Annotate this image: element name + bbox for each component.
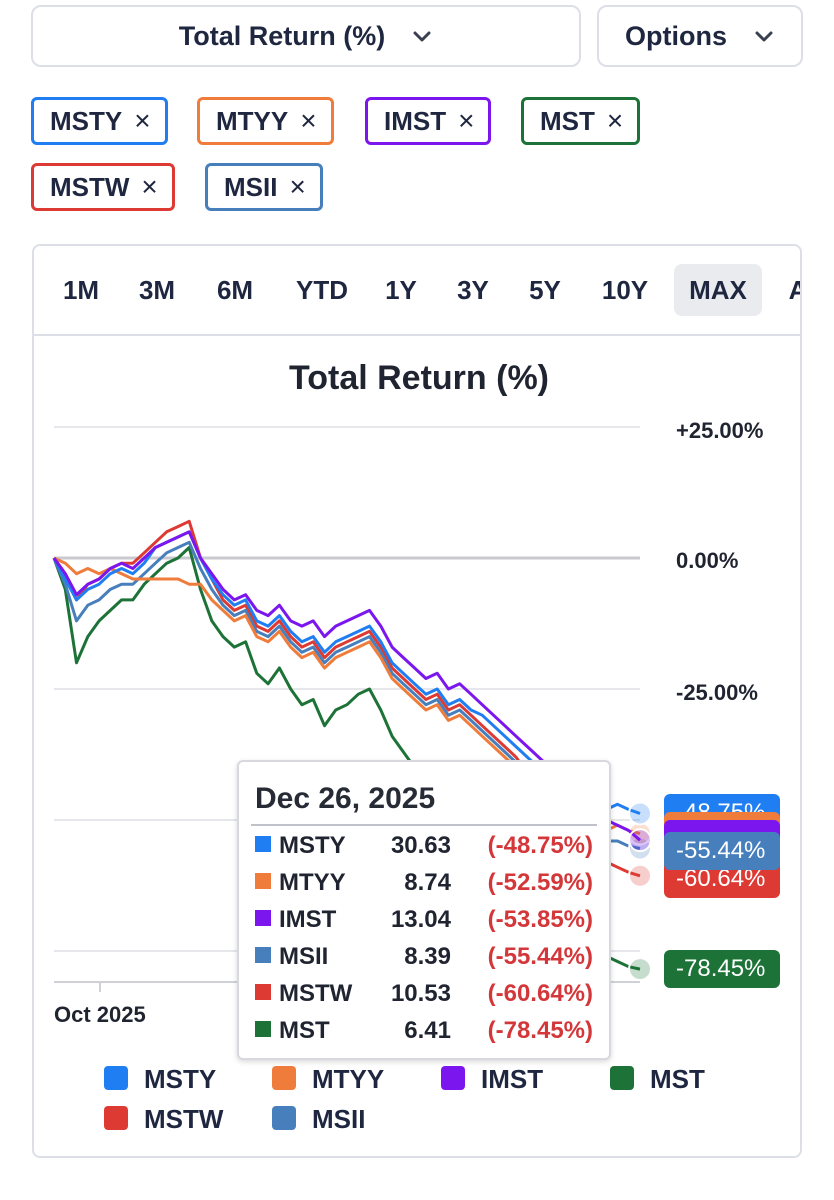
chip-label: MSTW (50, 171, 130, 202)
tab-1m[interactable]: 1M (62, 275, 100, 305)
chip-mtyy: MTYY × (197, 97, 334, 145)
legend-label: MSTW (144, 1104, 224, 1134)
chip-msty: MSTY × (31, 97, 168, 145)
tooltip-row: MST 6.41 (-78.45%) (255, 1013, 599, 1047)
end-marker-mst (628, 957, 652, 982)
tooltip-value: 13.04 (390, 906, 451, 933)
tab-max[interactable]: MAX (674, 264, 762, 316)
chevron-down-icon (413, 31, 431, 42)
end-marker-imst (628, 828, 652, 853)
tooltip-ticker: MSTY (279, 832, 346, 859)
chip-mstw: MSTW × (31, 163, 175, 211)
chip-msii: MSII × (205, 163, 323, 211)
chevron-down-icon (755, 31, 773, 42)
x-tick-label: Oct 2025 (54, 1002, 146, 1027)
chip-label: IMST (384, 105, 447, 136)
swatch (255, 1021, 271, 1037)
chip-label: MST (540, 105, 595, 136)
chart-title: Total Return (%) (288, 359, 549, 397)
tooltip-ticker: MSTW (279, 980, 353, 1007)
tooltip-pct: (-60.64%) (487, 980, 593, 1007)
legend-swatch (104, 1106, 128, 1130)
tooltip-pct: (-78.45%) (487, 1017, 593, 1044)
options-dropdown-label: Options (625, 20, 727, 51)
tab-3y[interactable]: 3Y (457, 275, 489, 305)
tooltip-pct: (-48.75%) (487, 832, 593, 859)
remove-icon[interactable]: × (141, 171, 158, 202)
y-tick-label: 0.00% (676, 548, 739, 573)
tooltip-ticker: IMST (279, 906, 337, 933)
tab-6m[interactable]: 6M (216, 275, 254, 305)
chip-imst: IMST × (365, 97, 492, 145)
legend-swatch (441, 1066, 465, 1090)
tooltip-value: 6.41 (404, 1017, 451, 1044)
y-tick-label: +25.00% (676, 418, 764, 443)
chip-label: MTYY (216, 105, 289, 136)
metric-dropdown-label: Total Return (%) (178, 20, 386, 51)
swatch (255, 947, 271, 963)
tooltip-divider (251, 824, 597, 826)
end-marker-msty (628, 801, 652, 826)
tooltip-row: MSII 8.39 (-55.44%) (255, 939, 599, 973)
chip-label: MSTY (50, 105, 123, 136)
legend-label: IMST (481, 1064, 544, 1094)
tooltip-ticker: MSII (279, 943, 329, 970)
remove-icon[interactable]: × (606, 105, 624, 136)
tooltip-row: MSTW 10.53 (-60.64%) (255, 976, 599, 1010)
end-label-mst: -78.45% (664, 950, 780, 988)
legend-label: MSTY (144, 1064, 217, 1094)
swatch (255, 910, 271, 926)
remove-icon[interactable]: × (458, 105, 475, 136)
tooltip-value: 8.39 (404, 943, 451, 970)
tooltip-ticker: MTYY (279, 869, 346, 896)
tooltip-pct: (-53.85%) (487, 906, 593, 933)
tab-5y[interactable]: 5Y (529, 275, 561, 305)
tooltip-value: 30.63 (390, 832, 451, 859)
remove-icon[interactable]: × (289, 171, 306, 202)
options-dropdown[interactable]: Options (597, 5, 803, 67)
legend-label: MST (650, 1064, 705, 1094)
legend-label: MSII (312, 1104, 366, 1134)
tab-all[interactable]: A (778, 264, 800, 316)
chip-label: MSII (224, 171, 278, 202)
swatch (255, 873, 271, 889)
tooltip-value: 10.53 (390, 980, 451, 1007)
tooltip-pct: (-55.44%) (487, 943, 593, 970)
tooltip-ticker: MST (279, 1017, 330, 1044)
chip-mst: MST × (521, 97, 641, 145)
tooltip-row: MTYY 8.74 (-52.59%) (255, 865, 599, 899)
swatch (255, 836, 271, 852)
legend-label: MTYY (312, 1064, 385, 1094)
metric-dropdown[interactable]: Total Return (%) (31, 5, 581, 67)
tooltip-value: 8.74 (404, 869, 451, 896)
legend-swatch (104, 1066, 128, 1090)
tooltip-row: MSTY 30.63 (-48.75%) (255, 828, 599, 862)
end-marker-mtyy (628, 821, 652, 846)
remove-icon[interactable]: × (134, 105, 151, 136)
end-label-msii: -55.44% (664, 832, 780, 870)
tooltip-row: IMST 13.04 (-53.85%) (255, 902, 599, 936)
tooltip-pct: (-52.59%) (487, 869, 593, 896)
chart-card: 1M 3M 6M YTD 1Y 3Y 5Y 10Y MAX A Total Re… (32, 244, 802, 1158)
tab-1y[interactable]: 1Y (385, 275, 417, 305)
y-tick-label: -25.00% (676, 680, 758, 705)
tab-3m[interactable]: 3M (138, 275, 176, 305)
hover-tooltip: Dec 26, 2025 MSTY 30.63 (-48.75%) MTYY 8… (237, 760, 611, 1060)
remove-icon[interactable]: × (300, 105, 317, 136)
tooltip-date: Dec 26, 2025 (255, 782, 436, 815)
end-marker-mstw (628, 863, 652, 888)
swatch (255, 984, 271, 1000)
range-tabs: 1M 3M 6M YTD 1Y 3Y 5Y 10Y MAX A (34, 246, 800, 336)
legend-swatch (610, 1066, 634, 1090)
tab-ytd[interactable]: YTD (296, 275, 348, 305)
tab-10y[interactable]: 10Y (601, 275, 649, 305)
legend-swatch (272, 1066, 296, 1090)
legend-swatch (272, 1106, 296, 1130)
